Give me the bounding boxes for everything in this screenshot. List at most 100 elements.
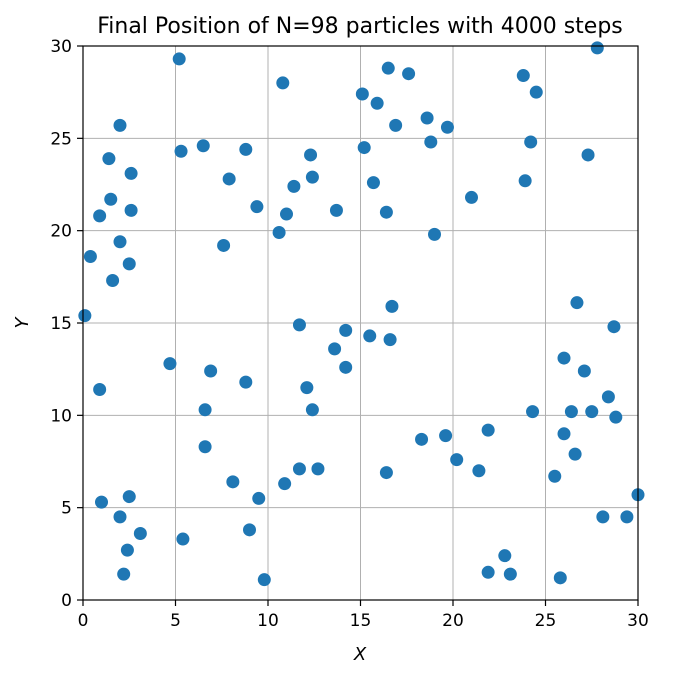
data-point [440, 120, 454, 134]
data-point [217, 238, 231, 252]
y-axis-label: Y [12, 316, 33, 329]
data-point [607, 320, 621, 334]
data-point [163, 357, 177, 371]
y-tick-label: 30 [50, 37, 72, 57]
data-point [120, 543, 134, 557]
data-point [389, 118, 403, 132]
data-point [278, 477, 292, 491]
data-point [503, 567, 517, 581]
data-point [122, 490, 136, 504]
data-point [498, 549, 512, 563]
data-point [276, 76, 290, 90]
x-tick-label: 30 [627, 611, 649, 631]
data-point [198, 440, 212, 454]
data-point [381, 61, 395, 75]
data-point [553, 571, 567, 585]
data-point [272, 226, 286, 240]
data-point [124, 203, 138, 217]
data-point [83, 250, 97, 264]
data-point [287, 179, 301, 193]
data-point [113, 510, 127, 524]
data-point [481, 565, 495, 579]
x-tick-label: 15 [350, 611, 372, 631]
data-point [415, 432, 429, 446]
data-point [529, 85, 543, 99]
data-point [78, 309, 92, 323]
data-point [385, 299, 399, 313]
data-point [472, 464, 486, 478]
data-point [570, 296, 584, 310]
data-point [609, 410, 623, 424]
y-tick-label: 25 [50, 129, 72, 149]
chart-title: Final Position of N=98 particles with 40… [97, 14, 623, 39]
data-point [102, 152, 116, 166]
data-point [196, 139, 210, 153]
y-tick-label: 10 [50, 406, 72, 426]
data-point [250, 200, 264, 214]
data-point [257, 573, 271, 587]
data-point [596, 510, 610, 524]
data-point [357, 141, 371, 155]
data-point [402, 67, 416, 81]
data-point [481, 423, 495, 437]
data-point [93, 382, 107, 396]
data-point [329, 203, 343, 217]
data-point [568, 447, 582, 461]
data-point [516, 69, 530, 83]
data-point [93, 209, 107, 223]
data-point [239, 375, 253, 389]
data-point [601, 390, 615, 404]
data-point [305, 170, 319, 184]
data-point [239, 142, 253, 156]
data-point [585, 405, 599, 419]
data-point [557, 427, 571, 441]
data-point [280, 207, 293, 221]
y-tick-label: 15 [50, 314, 72, 334]
x-axis-label: X [353, 644, 367, 665]
data-point [370, 96, 384, 110]
x-tick-label: 20 [442, 611, 464, 631]
data-point [117, 567, 131, 581]
data-point [379, 205, 393, 219]
axis-ticks: 0 5 10 15 20 25 30 0 5 10 15 20 25 30 [50, 37, 648, 631]
x-tick-label: 10 [257, 611, 279, 631]
data-point [304, 148, 318, 162]
data-point [465, 190, 478, 204]
data-point [379, 466, 393, 480]
data-point [204, 364, 218, 378]
data-point [383, 333, 397, 347]
data-point [226, 475, 240, 489]
data-point [292, 318, 306, 332]
data-point [577, 364, 591, 378]
data-point [252, 491, 266, 505]
data-point [198, 403, 212, 417]
data-point [428, 227, 441, 241]
scatter-points [78, 41, 645, 587]
data-point [328, 342, 342, 356]
data-point [176, 532, 190, 546]
data-point [305, 403, 319, 417]
data-point [424, 135, 438, 149]
data-point [439, 429, 453, 443]
y-tick-label: 5 [61, 499, 72, 519]
data-point [420, 111, 434, 125]
data-point [564, 405, 578, 419]
data-point [355, 87, 369, 101]
data-point [518, 174, 532, 188]
data-point [363, 329, 377, 343]
data-point [133, 527, 147, 541]
data-point [590, 41, 604, 55]
data-point [113, 118, 127, 132]
y-tick-label: 20 [50, 222, 72, 242]
data-point [450, 453, 464, 467]
data-point [174, 144, 188, 158]
x-tick-label: 25 [535, 611, 557, 631]
data-point [104, 192, 118, 206]
data-point [122, 257, 136, 271]
data-point [311, 462, 325, 476]
data-point [222, 172, 236, 186]
data-point [526, 405, 540, 419]
data-point [620, 510, 634, 524]
data-point [106, 274, 120, 288]
